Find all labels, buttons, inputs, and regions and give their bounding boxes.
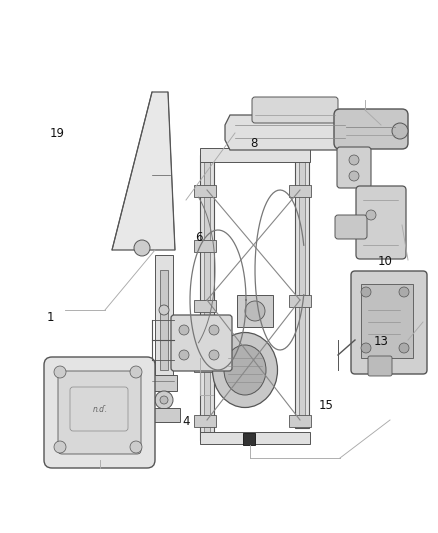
Bar	[149, 375, 177, 391]
Bar	[237, 295, 273, 327]
Bar	[243, 433, 255, 445]
FancyBboxPatch shape	[171, 315, 232, 371]
Circle shape	[245, 301, 265, 321]
Text: 6: 6	[195, 231, 203, 244]
FancyBboxPatch shape	[44, 357, 155, 468]
FancyBboxPatch shape	[334, 109, 408, 149]
FancyBboxPatch shape	[252, 97, 338, 123]
FancyBboxPatch shape	[58, 371, 141, 454]
Text: 10: 10	[378, 255, 393, 268]
Circle shape	[54, 366, 66, 378]
Bar	[194, 240, 216, 252]
Circle shape	[209, 350, 219, 360]
Circle shape	[134, 240, 150, 256]
Circle shape	[399, 343, 409, 353]
Circle shape	[399, 287, 409, 297]
Bar	[200, 148, 310, 162]
Bar	[194, 360, 216, 372]
Ellipse shape	[212, 333, 278, 408]
Bar	[148, 408, 180, 422]
Polygon shape	[112, 92, 175, 250]
Circle shape	[209, 325, 219, 335]
Bar	[194, 415, 216, 427]
Bar	[299, 153, 305, 423]
Bar	[289, 415, 311, 427]
FancyBboxPatch shape	[337, 147, 371, 188]
Bar	[194, 300, 216, 312]
FancyBboxPatch shape	[361, 284, 413, 358]
Circle shape	[159, 305, 169, 315]
Circle shape	[361, 343, 371, 353]
Bar	[200, 155, 214, 440]
Circle shape	[361, 287, 371, 297]
Polygon shape	[225, 115, 355, 150]
FancyBboxPatch shape	[335, 215, 367, 239]
Circle shape	[130, 441, 142, 453]
FancyBboxPatch shape	[368, 356, 392, 376]
Circle shape	[349, 155, 359, 165]
Ellipse shape	[224, 345, 266, 395]
Text: 19: 19	[49, 127, 64, 140]
Bar	[200, 432, 310, 444]
Text: 13: 13	[374, 335, 389, 348]
Bar	[289, 295, 311, 307]
FancyBboxPatch shape	[351, 271, 427, 374]
FancyBboxPatch shape	[356, 186, 406, 259]
Circle shape	[349, 171, 359, 181]
Circle shape	[130, 366, 142, 378]
Text: 4: 4	[182, 415, 190, 427]
Circle shape	[392, 123, 408, 139]
Bar	[194, 185, 216, 197]
Bar	[204, 160, 210, 435]
Bar	[155, 255, 173, 385]
Bar	[289, 185, 311, 197]
Text: 1: 1	[46, 311, 54, 324]
Circle shape	[54, 441, 66, 453]
Circle shape	[155, 391, 173, 409]
Text: 8: 8	[251, 138, 258, 150]
Bar	[295, 148, 309, 428]
Circle shape	[160, 396, 168, 404]
Text: 15: 15	[319, 399, 334, 411]
Bar	[160, 270, 168, 370]
Circle shape	[366, 210, 376, 220]
Text: n.ɗ.: n.ɗ.	[92, 406, 108, 415]
Circle shape	[179, 350, 189, 360]
Circle shape	[179, 325, 189, 335]
